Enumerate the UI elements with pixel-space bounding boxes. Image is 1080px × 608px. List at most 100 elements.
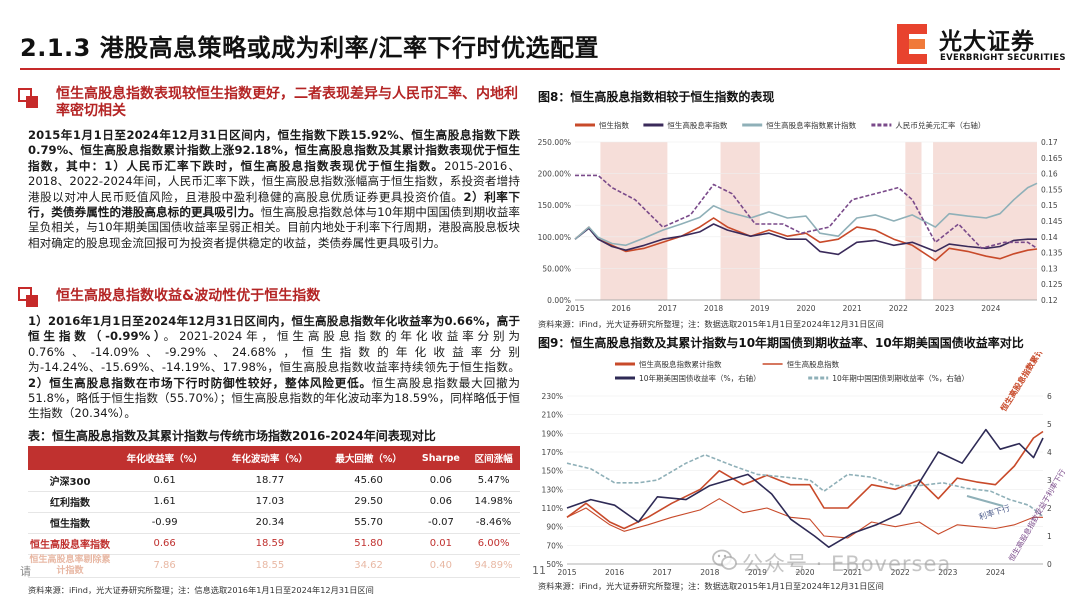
y-tick-label: 50.00% xyxy=(542,264,571,273)
y-tick-label: 210% xyxy=(542,411,563,420)
y-tick-label: 150% xyxy=(542,467,563,476)
x-tick-label: 2024 xyxy=(981,304,1000,313)
legend-label: 恒生指数 xyxy=(599,120,629,130)
table-row: 恒生指数 -0.99 20.34 55.70 -0.07 -8.46% xyxy=(28,512,520,534)
table-header-row: 年化收益率（%） 年化波动率（%） 最大回撤（%） Sharpe 区间涨幅 xyxy=(28,446,520,470)
y-tick-label: 250.00% xyxy=(538,138,571,147)
legend-label: 人民币兑美元汇率（右轴） xyxy=(895,120,985,130)
x-tick-label: 2016 xyxy=(605,568,624,577)
table-cell: 14.98% xyxy=(467,491,520,513)
table-cell: 沪深300 xyxy=(28,470,112,492)
table-cell: -8.46% xyxy=(467,512,520,534)
y-tick-label: 50% xyxy=(546,560,563,569)
x-tick-label: 2015 xyxy=(557,568,576,577)
y2-tick-label: 0 xyxy=(1047,560,1052,569)
y-tick-label: 200.00% xyxy=(538,170,571,179)
fig9-annotation: 恒生高股息指数累计指数上涨 xyxy=(998,352,1062,413)
y2-tick-label: 0.14 xyxy=(1041,233,1058,242)
section2-heading: 恒生高股息指数收益&波动性优于恒生指数 xyxy=(56,288,321,304)
legend-label: 10年期中国国债到期收益率（%，右轴） xyxy=(832,373,969,383)
table-header-cell: 年化收益率（%） xyxy=(112,446,218,470)
y2-tick-label: 0.155 xyxy=(1041,185,1063,194)
y2-tick-label: 0.165 xyxy=(1041,154,1063,163)
fig9-annotation: 恒生高股息指数受益于利率下行 xyxy=(1006,467,1067,563)
table-cell: 6.00% xyxy=(467,533,520,555)
y-tick-label: 0.00% xyxy=(547,296,571,305)
table-header-cell: 区间涨幅 xyxy=(467,446,520,470)
section1-paragraph: 2015年1月1日至2024年12月31日区间内，恒生指数下跌15.92%、恒生… xyxy=(28,128,520,251)
y2-tick-label: 0.145 xyxy=(1041,217,1063,226)
series-line xyxy=(574,217,1038,262)
table-cell: 红利指数 xyxy=(28,491,112,513)
shaded-period xyxy=(905,142,922,300)
page-edge-fragment: 请 xyxy=(20,565,31,578)
y2-tick-label: 4 xyxy=(1047,448,1052,457)
series-line xyxy=(574,223,1037,256)
x-tick-label: 2017 xyxy=(658,304,677,313)
series-line xyxy=(566,430,1044,530)
table-cell: 18.77 xyxy=(217,470,323,492)
legend-label: 恒生高股息指数 xyxy=(787,359,840,369)
y2-tick-label: 3 xyxy=(1047,476,1052,485)
y2-tick-label: 0.125 xyxy=(1041,280,1063,289)
y2-tick-label: 0.15 xyxy=(1041,201,1058,210)
table-cell: 94.89% xyxy=(467,554,520,578)
table-cell: 17.03 xyxy=(217,491,323,513)
section1-bold2: 2）利率下行，类债券属性的港股高息标的更具吸引力。 xyxy=(28,189,520,220)
legend-label: 10年期美国国债收益率（%，右轴） xyxy=(639,373,761,383)
x-tick-label: 2022 xyxy=(889,304,908,313)
table-cell: 29.50 xyxy=(322,491,415,513)
table-cell: 0.06 xyxy=(414,470,468,492)
table-row: 沪深300 0.61 18.77 45.60 0.06 5.47% xyxy=(28,470,520,492)
x-tick-label: 2023 xyxy=(938,568,957,577)
section2-paragraph: 1）2016年1月1日至2024年12月31日区间内，恒生高股息指数年化收益率为… xyxy=(28,314,520,422)
table-cell: -0.99 xyxy=(112,512,218,534)
section1-text2: 恒生高股息指数总体与10年期中国国债到期收益率呈负相关，与10年期美国国债收益率… xyxy=(28,205,520,250)
x-tick-label: 2021 xyxy=(843,304,862,313)
y2-tick-label: 0.13 xyxy=(1041,264,1058,273)
section-bullet-icon xyxy=(18,88,40,110)
x-tick-label: 2015 xyxy=(565,304,584,313)
fig8-source: 资料来源：iFind，光大证券研究所整理；注：数据选取2015年1月1日至202… xyxy=(538,319,884,329)
x-tick-label: 2017 xyxy=(653,568,672,577)
table-row: 红利指数 1.61 17.03 29.50 0.06 14.98% xyxy=(28,491,520,513)
legend-label: 恒生高股息率指数累计指数 xyxy=(766,120,856,130)
table-header-cell: 年化波动率（%） xyxy=(217,446,323,470)
table-cell: 恒生指数 xyxy=(28,512,112,534)
section1-bold1: 2015年1月1日至2024年12月31日区间内，恒生指数下跌15.92%、恒生… xyxy=(28,128,520,173)
shaded-period xyxy=(933,142,1037,300)
x-tick-label: 2020 xyxy=(796,304,815,313)
y2-tick-label: 0.135 xyxy=(1041,249,1063,258)
wechat-icon xyxy=(712,549,737,570)
table-cell: 45.60 xyxy=(322,470,415,492)
legend-label: 恒生高股息指数累计指数 xyxy=(639,359,722,369)
fig9-title: 图9：恒生高股息指数及其累计指数与10年期国债到期收益率、10年期美国国债收益率… xyxy=(538,336,1024,350)
table-cell: 20.34 xyxy=(217,512,323,534)
x-tick-label: 2018 xyxy=(704,304,723,313)
page-title: 2.1.3 港股高息策略或成为利率/汇率下行时优选配置 xyxy=(20,34,599,62)
watermark: 公众号 · EBoversea xyxy=(742,552,952,576)
table-title: 表：恒生高股息指数及其累计指数与传统市场指数2016-2024年间表现对比 xyxy=(28,429,436,443)
section2-bold2: 2）恒生高股息指数在市场下行时防御性较好，整体风险更低。 xyxy=(28,375,372,390)
y-tick-label: 170% xyxy=(542,448,563,457)
section1-heading: 恒生高股息指数表现较恒生指数更好，二者表现差异与人民币汇率、内地利率密切相关 xyxy=(56,86,518,119)
fig9-annotation: 利率下行 xyxy=(978,503,1012,522)
table-cell: 1.61 xyxy=(112,491,218,513)
table-cell: 恒生高股息率指数 xyxy=(28,533,112,555)
brand-logo: 光大证券 EVERBRIGHT SECURITIES xyxy=(895,22,1070,66)
x-tick-label: 2016 xyxy=(612,304,631,313)
table-cell: 55.70 xyxy=(322,512,415,534)
y2-tick-label: 5 xyxy=(1047,420,1052,429)
section2-bold1: 1）2016年1月1日至2024年12月31日区间内，恒生高股息指数年化收益率为… xyxy=(28,314,520,344)
y-tick-label: 130% xyxy=(542,485,563,494)
series-line xyxy=(566,454,1044,518)
table-row: 恒生高股息率指数 0.66 18.59 51.80 0.01 6.00% xyxy=(28,533,520,555)
x-tick-label: 2021 xyxy=(843,568,862,577)
x-tick-label: 2018 xyxy=(700,568,719,577)
table-row: 恒生高股息率剔除累计指数 7.86 18.55 34.62 0.40 94.89… xyxy=(28,554,520,578)
y-tick-label: 70% xyxy=(546,541,563,550)
y2-tick-label: 2 xyxy=(1047,504,1052,513)
table-cell: 18.59 xyxy=(217,533,323,555)
section-bullet-icon xyxy=(18,287,40,309)
y2-tick-label: 0.17 xyxy=(1041,138,1058,147)
